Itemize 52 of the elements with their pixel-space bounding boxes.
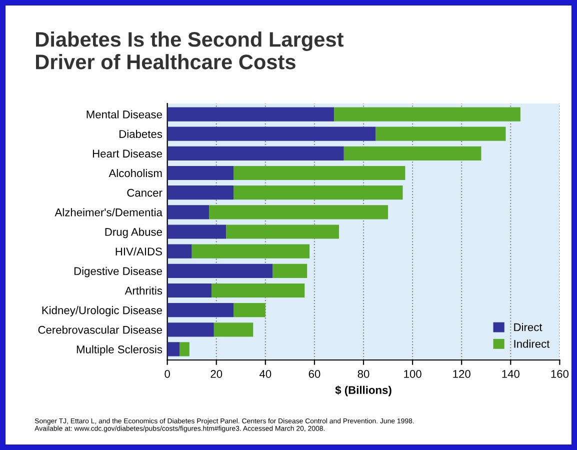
y-tick-label: Alcoholism [108, 168, 162, 178]
y-tick-label: Diabetes [120, 130, 162, 138]
y-tick-label: Heart Disease [92, 149, 162, 158]
legend-label: Indirect [514, 340, 550, 348]
bar [180, 342, 190, 356]
y-tick-label: Drug Abuse [105, 228, 162, 238]
x-tick-label: 60 [308, 370, 320, 378]
bar [376, 126, 506, 141]
y-tick-label: Cancer [127, 188, 162, 197]
x-axis-title: $ (Billions) [335, 386, 392, 396]
bar [209, 205, 388, 220]
chart-title: Diabetes Is the Second Largest Driver of Healthcare Costs [36, 32, 344, 70]
x-tick-label: 20 [210, 370, 222, 378]
x-tick-label: 80 [358, 370, 370, 378]
bar [167, 322, 214, 337]
x-tick-label: 140 [502, 370, 520, 378]
bar [226, 224, 339, 239]
y-tick-label: Mental Disease [86, 110, 162, 118]
bar [167, 303, 234, 318]
bar [167, 107, 334, 122]
bar [167, 224, 226, 239]
x-tick-label: 100 [404, 370, 422, 378]
bar [334, 107, 520, 122]
bar [167, 264, 273, 278]
bar [167, 186, 234, 200]
bar [167, 342, 180, 356]
y-tick-label: Cerebrovascular Disease [38, 326, 162, 334]
legend-label: Direct [514, 323, 542, 332]
y-tick-label: Kidney/Urologic Disease [42, 306, 162, 316]
y-tick-label: Alzheimer's/Dementia [54, 208, 162, 216]
x-tick-label: 160 [551, 370, 569, 378]
bar [344, 146, 482, 160]
y-tick-label: Digestive Disease [74, 266, 162, 278]
y-tick-label: HIV/AIDS [116, 247, 162, 256]
bar [167, 126, 376, 141]
y-tick-label: Multiple Sclerosis [76, 345, 162, 356]
bar [167, 283, 212, 298]
x-tick-label: 0 [164, 370, 170, 378]
bar [234, 303, 266, 318]
bar [234, 186, 403, 200]
y-tick-label: Arthritis [124, 286, 162, 295]
x-tick-label: 40 [259, 370, 272, 378]
bar [192, 244, 310, 258]
bar [211, 283, 305, 298]
x-tick-label: 120 [453, 370, 470, 378]
bar [214, 322, 254, 337]
bar [167, 146, 344, 160]
bar [167, 166, 234, 180]
bar [234, 166, 406, 180]
bar [167, 244, 192, 258]
bar [167, 205, 210, 220]
bar [272, 264, 308, 278]
